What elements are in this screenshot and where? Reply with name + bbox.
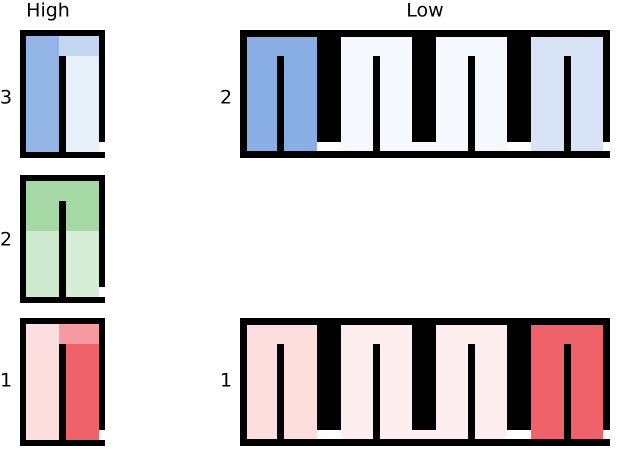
column-title: Low [406,0,443,22]
maze-panel [20,175,105,303]
column-title: High [26,0,70,22]
row-label: 1 [220,370,232,392]
maze-panel [240,30,610,158]
maze-panel [240,318,610,446]
maze-panel [20,30,105,158]
row-label: 2 [220,87,232,109]
maze-panel [20,318,105,446]
row-label: 2 [0,229,12,251]
row-label: 1 [0,370,12,392]
row-label: 3 [0,87,12,109]
